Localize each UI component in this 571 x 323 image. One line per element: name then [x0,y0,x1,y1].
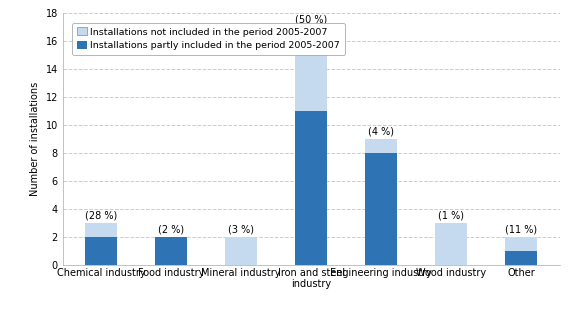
Text: (3 %): (3 %) [228,225,254,235]
Bar [155,237,187,265]
Bar [505,237,537,251]
Bar [295,111,327,265]
Bar [436,223,467,265]
Text: (1 %): (1 %) [438,211,464,221]
Text: (11 %): (11 %) [505,225,537,235]
Text: (28 %): (28 %) [85,211,117,221]
Bar [365,139,397,153]
Bar [86,237,117,265]
Y-axis label: Number of installations: Number of installations [30,82,40,196]
Text: (2 %): (2 %) [158,225,184,235]
Bar [86,223,117,237]
Bar [226,237,257,265]
Text: (50 %): (50 %) [295,15,327,25]
Text: (4 %): (4 %) [368,127,394,137]
Bar [365,153,397,265]
Bar [505,251,537,265]
Bar [295,27,327,111]
Legend: Installations not included in the period 2005-2007, Installations partly include: Installations not included in the period… [73,23,345,55]
